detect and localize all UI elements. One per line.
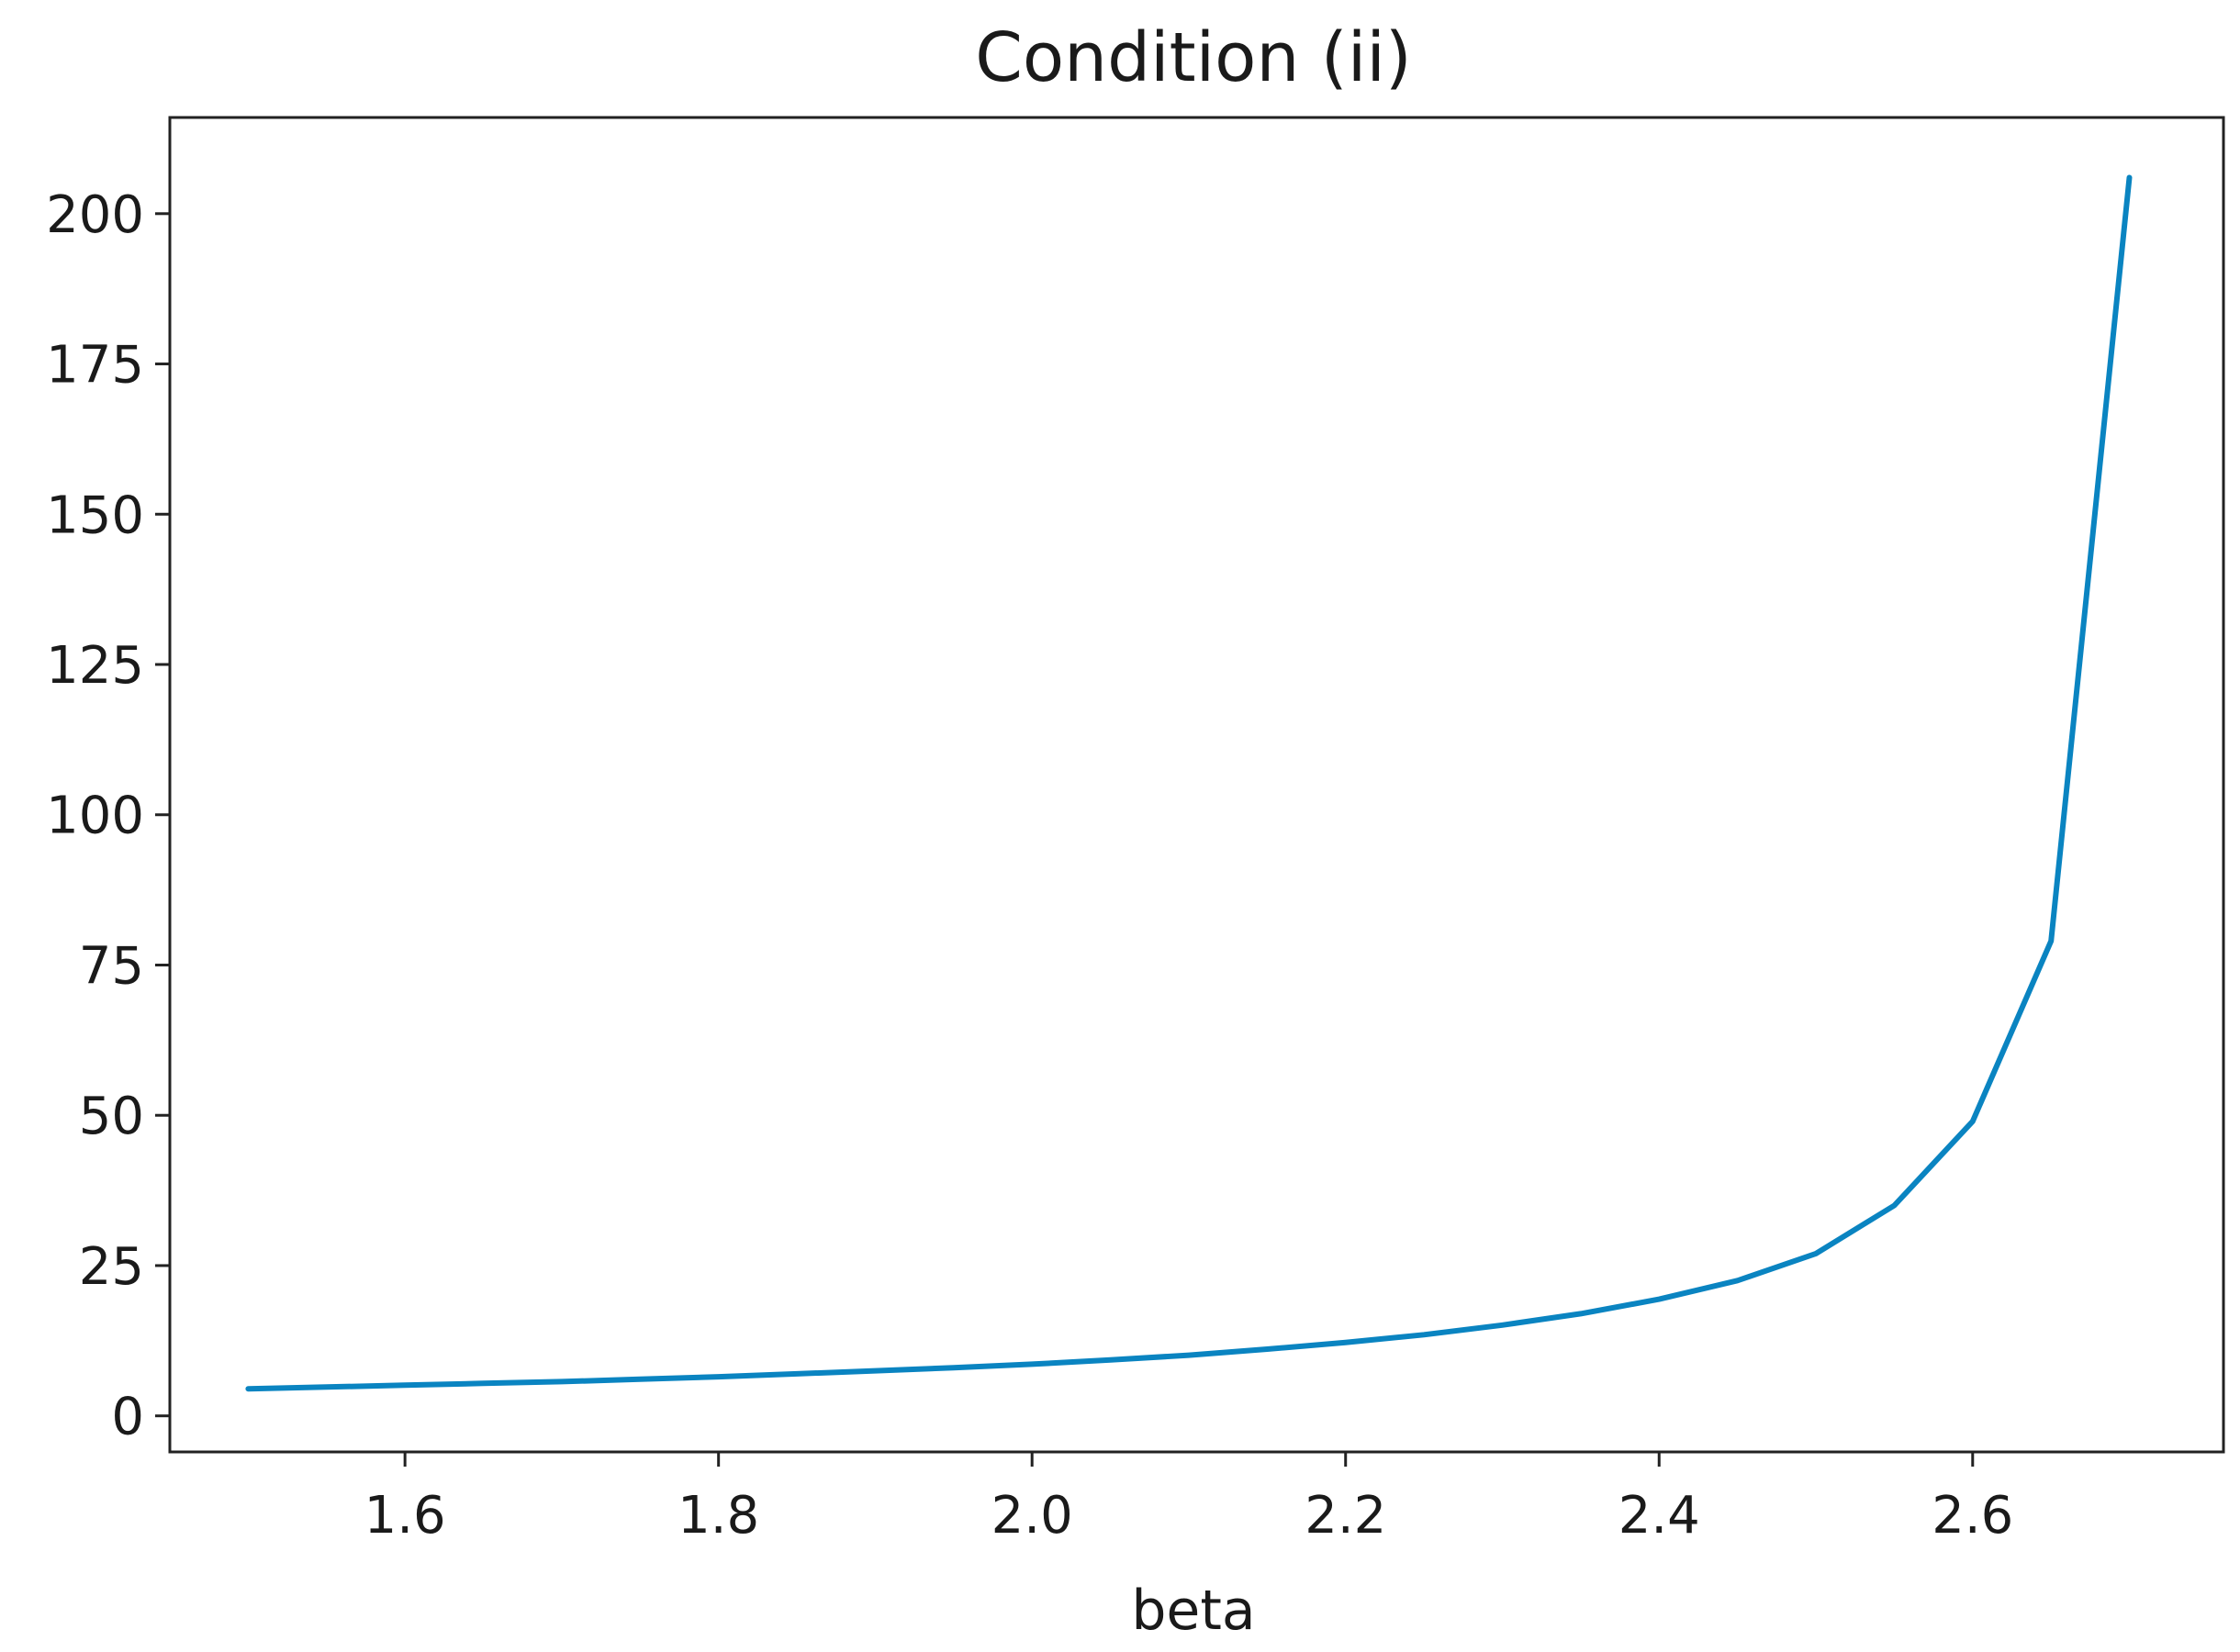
- y-tick-label: 25: [79, 1237, 144, 1297]
- y-tick-label: 200: [46, 185, 144, 245]
- y-tick-label: 50: [79, 1087, 144, 1146]
- series-layer: [245, 174, 2133, 1392]
- x-axis-ticks: 1.6 1.8 2.0 2.2 2.4 2.6: [364, 1452, 2013, 1546]
- y-tick-label: 175: [46, 336, 144, 396]
- chart-title: Condition (ii): [975, 18, 1412, 97]
- y-tick-label: 100: [46, 787, 144, 846]
- y-axis-ticks: 0 25 50 75 100 125 150 175 200: [46, 185, 170, 1447]
- x-tick-label: 2.2: [1305, 1486, 1386, 1546]
- y-tick-label: 75: [79, 936, 144, 996]
- x-tick-label: 1.6: [364, 1486, 446, 1546]
- x-tick-label: 2.0: [991, 1486, 1073, 1546]
- y-tick-label: 125: [46, 636, 144, 696]
- x-tick-label: 1.8: [678, 1486, 759, 1546]
- plot-area-frame: [168, 116, 2225, 1454]
- x-tick-label: 2.6: [1932, 1486, 2013, 1546]
- y-tick-label: 0: [111, 1388, 144, 1447]
- x-tick-label: 2.4: [1618, 1486, 1700, 1546]
- y-tick-label: 150: [46, 486, 144, 545]
- x-axis-label: beta: [1131, 1579, 1255, 1643]
- series-line: [245, 174, 2133, 1392]
